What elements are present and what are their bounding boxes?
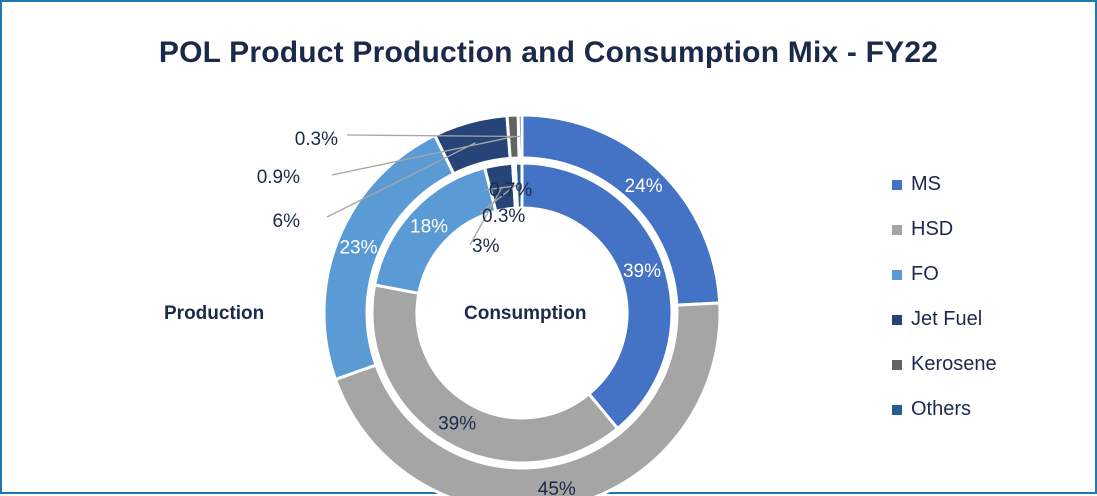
legend-item-jet-fuel: Jet Fuel xyxy=(892,297,1082,342)
production-leader-jet-fuel xyxy=(326,142,476,218)
legend-item-fo: FO xyxy=(892,252,1082,297)
consumption-label-hsd: 39% xyxy=(438,414,476,435)
production-label-ms: 24% xyxy=(625,176,663,197)
chart-title: POL Product Production and Consumption M… xyxy=(158,36,939,69)
production-ring xyxy=(322,113,722,496)
consumption-leader-kerosene xyxy=(479,185,516,214)
consumption-ring xyxy=(370,161,674,465)
legend-swatch-kerosene xyxy=(892,359,902,370)
legend-label-fo: FO xyxy=(911,263,939,285)
legend-swatch-others xyxy=(892,404,902,415)
legend-swatch-jet-fuel xyxy=(892,314,902,325)
consumption-label-kerosene: 0.3% xyxy=(482,206,525,227)
legend-item-hsd: HSD xyxy=(892,207,1082,252)
legend-swatch-hsd xyxy=(892,224,902,235)
consumption-label-fo: 18% xyxy=(410,217,448,238)
legend-item-others: Others xyxy=(892,387,1082,432)
production-label-fo: 23% xyxy=(339,237,377,258)
production-slice-hsd xyxy=(333,301,722,496)
legend-swatch-ms xyxy=(892,179,902,190)
production-label-jet-fuel: 6% xyxy=(273,211,301,232)
leader-lines xyxy=(326,134,521,246)
consumption-slice-hsd xyxy=(370,283,620,465)
consumption-leader-jet-fuel xyxy=(469,186,503,246)
legend-item-ms: MS xyxy=(892,162,1082,207)
legend-label-jet-fuel: Jet Fuel xyxy=(911,308,983,330)
legend: MS HSD FO Jet Fuel Kerosene Others xyxy=(892,162,1082,432)
consumption-slice-ms xyxy=(520,161,674,431)
legend-label-hsd: HSD xyxy=(911,218,954,240)
consumption-label-others: 0.7% xyxy=(489,180,532,201)
production-label-hsd: 45% xyxy=(538,479,576,496)
legend-item-kerosene: Kerosene xyxy=(892,342,1082,387)
legend-label-ms: MS xyxy=(911,173,941,195)
production-series-label: Production xyxy=(164,303,265,324)
consumption-label-ms: 39% xyxy=(623,261,661,282)
consumption-series-label: Consumption xyxy=(464,303,587,324)
consumption-label-jet-fuel: 3% xyxy=(472,236,500,257)
legend-label-kerosene: Kerosene xyxy=(911,353,997,375)
production-label-kerosene: 0.9% xyxy=(257,167,300,188)
production-leader-kerosene xyxy=(331,136,514,176)
data-labels: 24% 45% 23% 6% 0.9% 0.3% 39% 39% 18% 3% 0.3% 0.7% xyxy=(257,129,663,496)
consumption-leader-others xyxy=(483,184,520,191)
production-label-others: 0.3% xyxy=(295,129,338,150)
legend-swatch-fo xyxy=(892,269,902,280)
production-leader-others xyxy=(346,134,521,138)
legend-label-others: Others xyxy=(911,398,972,420)
